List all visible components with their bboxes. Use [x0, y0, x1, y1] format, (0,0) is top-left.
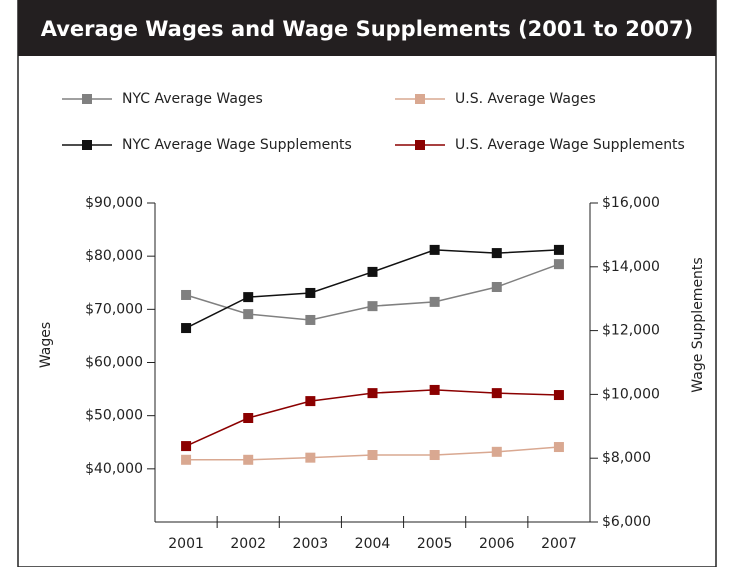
point [305, 452, 316, 463]
point [367, 388, 378, 399]
point [181, 454, 192, 465]
point [243, 309, 254, 320]
x-tick-label: 2003 [293, 536, 329, 552]
y2-tick-label: $14,000 [602, 259, 660, 275]
point [491, 388, 502, 399]
y2-tick-label: $8,000 [602, 450, 651, 466]
point [243, 454, 254, 465]
y-tick-label: $50,000 [85, 408, 143, 424]
frame [17, 0, 717, 567]
legend-marker [415, 94, 425, 104]
legend-marker [82, 140, 92, 150]
legend-label: U.S. Average Wages [455, 91, 596, 107]
y-tick-label: $70,000 [85, 301, 143, 317]
legend-label: NYC Average Wage Supplements [122, 137, 352, 153]
point [181, 441, 192, 452]
point [553, 390, 564, 401]
point [305, 396, 316, 407]
y2-tick-label: $6,000 [602, 514, 651, 530]
y-tick-label: $80,000 [85, 248, 143, 264]
point [367, 450, 378, 461]
y2-tick-label: $12,000 [602, 323, 660, 339]
y2-tick-label: $10,000 [602, 386, 660, 402]
x-tick-label: 2007 [541, 536, 577, 552]
point [243, 292, 254, 303]
title-bar [18, 0, 716, 56]
x-tick-label: 2001 [168, 536, 204, 552]
point [305, 314, 316, 325]
legend-label: NYC Average Wages [122, 91, 263, 107]
x-tick-label: 2005 [417, 536, 453, 552]
point [553, 442, 564, 453]
point [181, 289, 192, 300]
x-tick-label: 2002 [230, 536, 266, 552]
y-tick-label: $90,000 [85, 195, 143, 211]
legend-marker [415, 140, 425, 150]
point [367, 266, 378, 277]
point [491, 446, 502, 457]
point [243, 413, 254, 424]
point [429, 384, 440, 395]
point [429, 296, 440, 307]
point [367, 301, 378, 312]
y-tick-label: $40,000 [85, 461, 143, 477]
point [553, 259, 564, 270]
point [429, 450, 440, 461]
chart-title: Average Wages and Wage Supplements (2001… [41, 17, 694, 41]
point [181, 323, 192, 334]
y-axis-label: Wages [38, 322, 54, 368]
point [553, 244, 564, 255]
y2-tick-label: $16,000 [602, 195, 660, 211]
y-tick-label: $60,000 [85, 355, 143, 371]
legend-label: U.S. Average Wage Supplements [455, 137, 685, 153]
y2-axis-label: Wage Supplements [690, 257, 706, 392]
point [491, 282, 502, 293]
point [305, 287, 316, 298]
x-tick-label: 2004 [355, 536, 391, 552]
point [491, 248, 502, 259]
legend-marker [82, 94, 92, 104]
point [429, 244, 440, 255]
x-tick-label: 2006 [479, 536, 515, 552]
